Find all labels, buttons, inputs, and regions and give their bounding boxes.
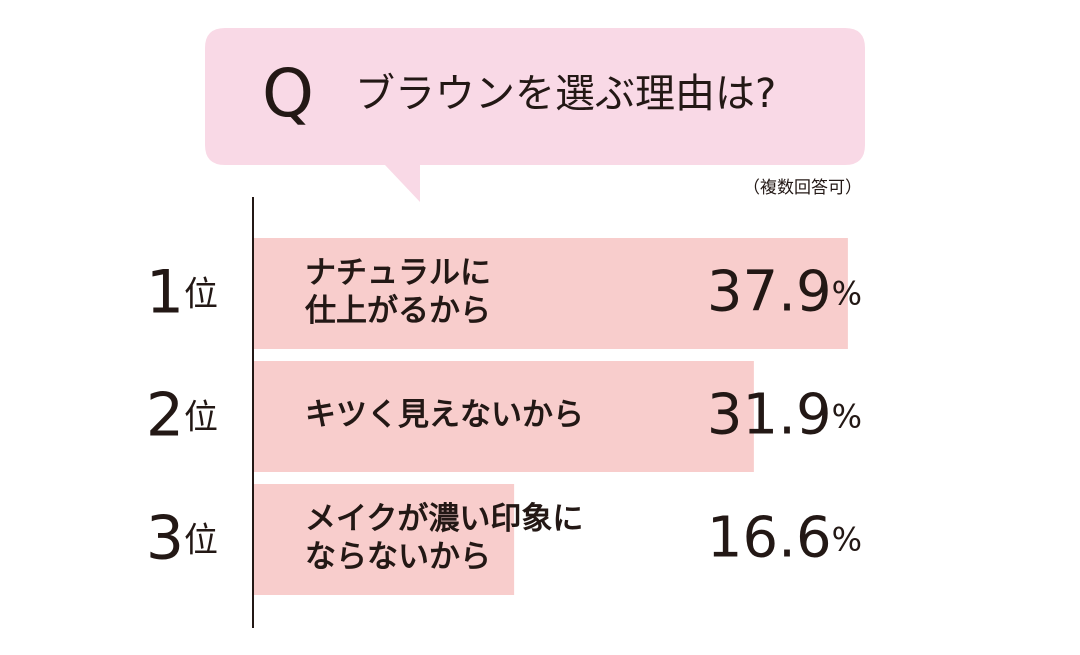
bar <box>254 238 848 349</box>
value-label: 16.6% <box>707 506 862 571</box>
speech-bubble <box>205 28 865 202</box>
category-label: ナチュラルに <box>305 255 491 291</box>
bar <box>254 361 754 472</box>
category-label: キツく見えないから <box>305 397 584 433</box>
chart-subtitle: （複数回答可） <box>743 178 862 198</box>
question-mark: Q <box>262 55 314 132</box>
rank-label: 3位 <box>146 503 218 573</box>
rank-label: 2位 <box>146 380 218 450</box>
bar <box>254 484 515 595</box>
value-label: 31.9% <box>707 383 862 448</box>
rank-label: 1位 <box>146 257 218 327</box>
chart-title: ブラウンを選ぶ理由は? <box>355 71 776 117</box>
category-label: ならないから <box>305 539 491 575</box>
category-label: メイクが濃い印象に <box>305 501 583 537</box>
value-label: 37.9% <box>707 260 862 325</box>
category-label: 仕上がるから <box>305 293 491 329</box>
